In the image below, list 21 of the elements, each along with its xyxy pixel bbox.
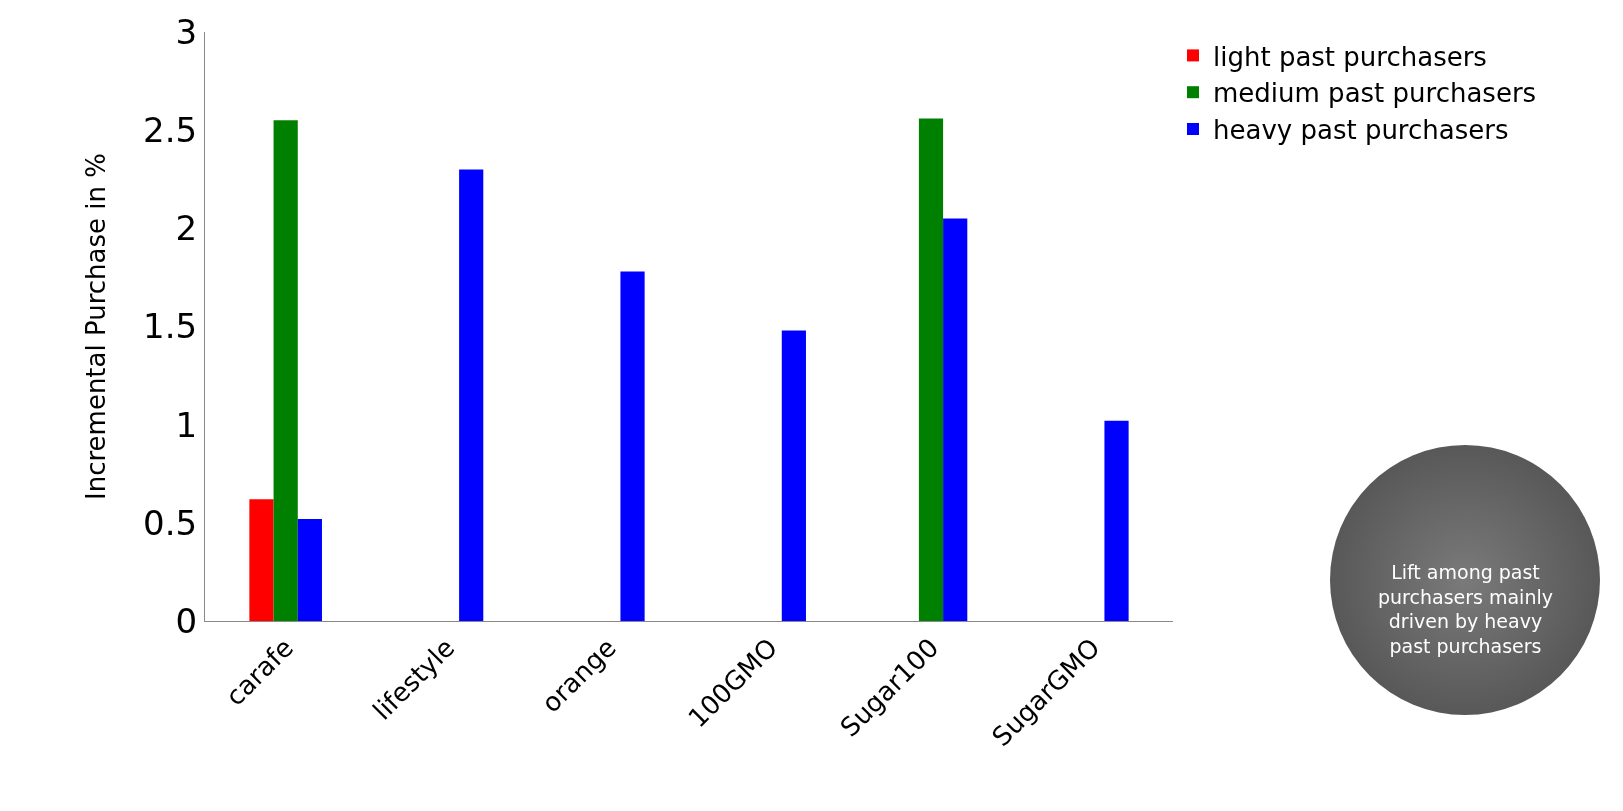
- legend-label: heavy past purchasers: [1213, 115, 1509, 146]
- y-tick-label: 0: [175, 600, 198, 641]
- legend-label: light past purchasers: [1213, 41, 1487, 72]
- bar: [297, 518, 322, 621]
- y-tick-label: 2: [175, 208, 198, 249]
- bar: [459, 169, 484, 621]
- bar: [943, 218, 968, 621]
- bar: [620, 271, 645, 621]
- bar: [249, 499, 274, 621]
- y-tick-label: 1.5: [143, 306, 198, 347]
- legend-label: medium past purchasers: [1213, 78, 1537, 109]
- bar: [918, 118, 944, 621]
- bar: [781, 330, 806, 621]
- y-axis-title: Incremental Purchase in %: [80, 153, 111, 500]
- y-tick-label: 0.5: [143, 502, 198, 543]
- y-tick-label: 2.5: [143, 110, 198, 151]
- text: Lift among past purchasers mainly driven by heavy past purchasers: [1378, 561, 1553, 658]
- bar: [1104, 420, 1129, 621]
- y-tick-label: 3: [175, 11, 198, 52]
- bar: [273, 120, 298, 621]
- y-tick-label: 1: [175, 404, 198, 445]
